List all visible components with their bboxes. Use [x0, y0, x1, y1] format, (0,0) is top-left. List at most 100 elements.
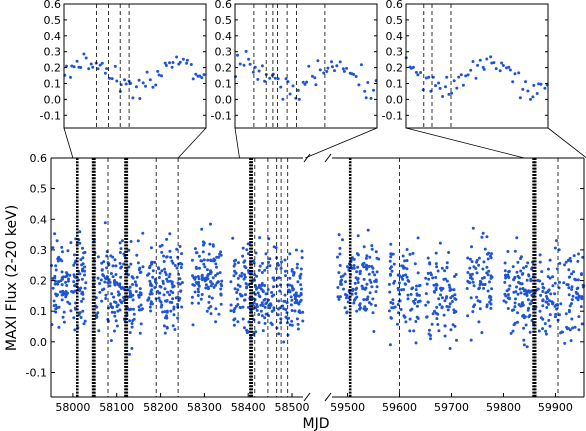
- data-point: [290, 298, 294, 302]
- data-point: [241, 305, 245, 309]
- data-point: [536, 278, 540, 282]
- x-tick-label: 58300: [187, 401, 222, 414]
- data-point: [81, 297, 85, 301]
- data-point: [405, 248, 409, 251]
- data-point: [518, 287, 522, 291]
- data-point: [79, 258, 83, 262]
- data-point: [130, 275, 134, 279]
- data-point: [141, 307, 144, 311]
- data-point: [453, 275, 456, 278]
- data-point: [60, 245, 64, 249]
- inset-y-tick-label: 0.1: [386, 78, 404, 91]
- data-point: [571, 294, 575, 298]
- data-point: [406, 293, 410, 297]
- data-point: [241, 246, 245, 250]
- data-point: [364, 265, 367, 269]
- data-point: [399, 308, 403, 311]
- data-point: [300, 249, 304, 253]
- data-point: [137, 293, 141, 297]
- data-point: [233, 262, 237, 266]
- data-point: [271, 276, 275, 280]
- data-point: [559, 302, 563, 306]
- data-point: [176, 295, 180, 299]
- data-point: [253, 292, 257, 296]
- data-point: [53, 282, 57, 286]
- data-point: [577, 315, 581, 319]
- data-point: [409, 292, 413, 296]
- data-point: [80, 277, 84, 281]
- data-point: [113, 300, 116, 304]
- data-point: [445, 305, 449, 308]
- data-point: [351, 287, 355, 291]
- inset-data-point: [82, 52, 86, 56]
- data-point: [503, 261, 507, 265]
- data-point: [252, 259, 256, 263]
- data-point: [110, 310, 114, 314]
- data-point: [471, 310, 475, 314]
- data-point: [387, 282, 391, 286]
- data-point: [411, 251, 415, 255]
- data-point: [480, 235, 484, 239]
- inset-data-point: [508, 68, 512, 72]
- data-point: [445, 261, 449, 265]
- inset-data-point: [521, 87, 525, 91]
- data-point: [255, 274, 259, 278]
- data-point: [78, 289, 82, 292]
- data-point: [551, 275, 555, 279]
- data-point: [408, 317, 412, 321]
- data-point: [356, 281, 360, 284]
- data-point: [212, 285, 216, 289]
- data-point: [468, 257, 472, 261]
- data-point: [522, 289, 526, 293]
- inset-data-point: [75, 59, 79, 63]
- data-point: [509, 331, 513, 335]
- data-point: [78, 230, 82, 234]
- data-point: [113, 279, 116, 283]
- data-point: [522, 266, 526, 270]
- inset-y-tick-label: -0.1: [211, 109, 232, 122]
- data-point: [288, 323, 292, 327]
- inset-data-point: [296, 88, 300, 92]
- data-point: [157, 276, 161, 279]
- data-point: [175, 247, 179, 251]
- data-point: [268, 306, 272, 310]
- data-point: [197, 283, 200, 286]
- data-point: [528, 313, 532, 317]
- data-point: [338, 264, 342, 267]
- data-point: [445, 279, 449, 283]
- inset-data-point: [445, 75, 449, 79]
- data-point: [356, 253, 360, 257]
- inset-data-point: [79, 66, 83, 69]
- data-point: [544, 300, 548, 304]
- data-point: [375, 256, 379, 260]
- data-point: [489, 298, 493, 302]
- inset-data-point: [129, 81, 133, 85]
- data-point: [194, 275, 198, 279]
- data-point: [64, 290, 68, 293]
- data-point: [162, 324, 166, 328]
- data-point: [118, 241, 122, 245]
- data-point: [298, 274, 302, 278]
- data-point: [416, 317, 420, 320]
- data-point: [472, 305, 475, 309]
- inset-data-point: [191, 77, 195, 81]
- data-point: [268, 264, 272, 268]
- data-point: [178, 245, 182, 248]
- data-point: [72, 273, 76, 277]
- data-point: [108, 280, 112, 284]
- data-point: [259, 309, 263, 313]
- data-point: [153, 286, 157, 290]
- data-point: [553, 304, 557, 308]
- data-point: [119, 287, 123, 290]
- data-point: [563, 263, 566, 267]
- data-point: [197, 290, 200, 294]
- data-point: [53, 274, 57, 278]
- data-point: [375, 285, 379, 289]
- data-point: [519, 291, 523, 295]
- data-point: [246, 330, 250, 334]
- inset-data-point: [342, 69, 346, 73]
- data-point: [282, 340, 286, 344]
- inset-data-point: [175, 55, 179, 59]
- data-point: [113, 314, 117, 318]
- data-point: [408, 252, 412, 256]
